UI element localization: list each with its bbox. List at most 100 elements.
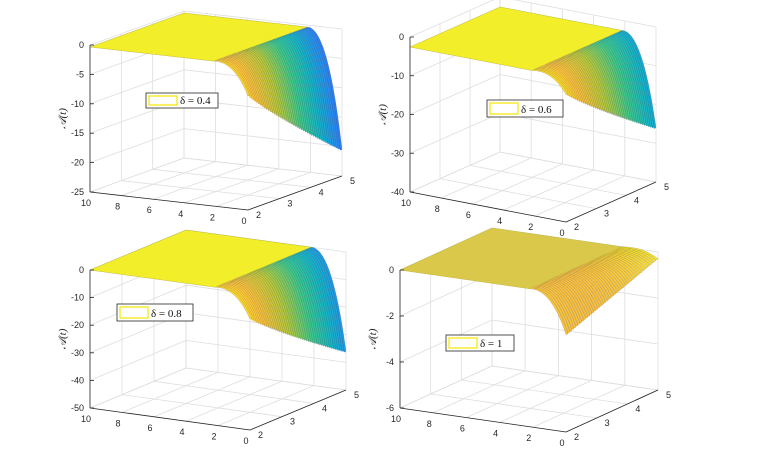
z-axis-label: 𝒜(t) (377, 104, 389, 125)
legend-swatch (148, 95, 178, 106)
depth-tick-label: 5 (664, 182, 669, 192)
surface-strip (469, 236, 639, 277)
surface-strip (431, 254, 601, 309)
surface-strip (423, 257, 593, 315)
x-tick-label: 0 (559, 228, 564, 238)
surface-strip (459, 241, 629, 286)
x-tick-label: 6 (147, 423, 152, 433)
z-tick-label: -10 (391, 71, 404, 81)
depth-tick-label: 2 (256, 210, 261, 220)
depth-tick-label: 5 (666, 390, 671, 400)
z-tick-label: -20 (391, 110, 404, 120)
surface (89, 12, 343, 151)
surface-strip (417, 260, 587, 320)
x-tick-label: 2 (528, 222, 533, 232)
surface-strip (457, 242, 627, 287)
z-tick-label: -10 (71, 293, 84, 303)
depth-tick-label: 5 (350, 176, 355, 186)
surface-strip (463, 239, 633, 282)
z-tick-label: 0 (399, 32, 404, 42)
z-axis-label: 𝒜(t) (57, 108, 69, 129)
legend-label: δ = 0.8 (151, 308, 182, 320)
x-tick-label: 6 (460, 424, 465, 434)
z-tick-label: -50 (71, 403, 84, 413)
legend: δ = 0.6 (486, 99, 564, 118)
surface-strip (447, 246, 617, 295)
x-tick-label: 2 (211, 432, 216, 442)
surface-strip (441, 249, 611, 300)
x-tick-label: 4 (179, 427, 184, 437)
z-tick-label: 0 (389, 265, 394, 275)
depth-tick-label: 2 (258, 430, 263, 440)
surface-strip (427, 256, 597, 312)
x-tick-label: 4 (493, 428, 498, 438)
x-tick-label: 8 (435, 204, 440, 214)
z-tick-label: -10 (71, 99, 84, 109)
x-tick-label: 10 (81, 414, 91, 424)
surface-strip (89, 268, 253, 320)
x-tick-label: 6 (147, 205, 152, 215)
x-tick-label: 8 (427, 419, 432, 429)
surface-plateau (399, 227, 623, 289)
z-tick-label: -30 (71, 348, 84, 358)
z-tick-label: -30 (391, 148, 404, 158)
legend-label: δ = 1 (480, 338, 502, 350)
surface-strip (421, 258, 591, 317)
surface-strip (425, 257, 595, 314)
z-tick-label: -40 (391, 187, 404, 197)
x-tick-label: 0 (243, 436, 248, 446)
depth-tick-label: 3 (605, 418, 610, 428)
surface-strip (439, 250, 609, 302)
legend-label: δ = 0.6 (521, 104, 552, 116)
z-tick-label: -15 (71, 128, 84, 138)
surface-strip (399, 268, 569, 335)
surface-strip (455, 243, 625, 289)
x-tick-label: 8 (115, 418, 120, 428)
depth-tick-label: 4 (635, 404, 640, 414)
z-tick-label: -25 (71, 187, 84, 197)
surface-strip (89, 46, 251, 97)
z-axis-label: 𝒜(t) (367, 328, 379, 349)
legend-swatch (489, 102, 519, 115)
z-tick-label: 0 (79, 265, 84, 275)
x-tick-label: 4 (178, 209, 183, 219)
surface-strip (409, 45, 569, 95)
x-tick-label: 4 (497, 216, 502, 226)
depth-tick-label: 2 (574, 432, 579, 442)
x-tick-label: 0 (559, 438, 564, 448)
surface-plateau (89, 229, 312, 288)
depth-tick-label: 3 (290, 417, 295, 427)
surface-strip (481, 231, 651, 267)
surface-strip (473, 235, 643, 274)
surface-plateau (409, 6, 623, 71)
surface-strip (433, 253, 603, 307)
x-tick-label: 2 (526, 433, 531, 443)
surface-strip (419, 259, 589, 319)
surface (89, 229, 347, 353)
surface (409, 6, 657, 129)
depth-tick-label: 3 (604, 209, 609, 219)
surface-strip (465, 238, 635, 281)
depth-tick-label: 3 (287, 199, 292, 209)
surface (399, 227, 659, 335)
surface-strip (471, 236, 641, 276)
z-tick-label: -4 (386, 357, 394, 367)
legend: δ = 0.4 (145, 92, 219, 109)
z-tick-label: -6 (386, 403, 394, 413)
surface-strip (453, 244, 623, 291)
surface-strip (461, 240, 631, 284)
surface-strip (479, 232, 649, 269)
legend-label: δ = 0.4 (180, 95, 211, 107)
z-tick-label: -20 (71, 320, 84, 330)
x-tick-label: 8 (115, 202, 120, 212)
x-tick-label: 10 (81, 198, 91, 208)
legend-swatch (119, 306, 149, 319)
z-tick-label: -20 (71, 158, 84, 168)
